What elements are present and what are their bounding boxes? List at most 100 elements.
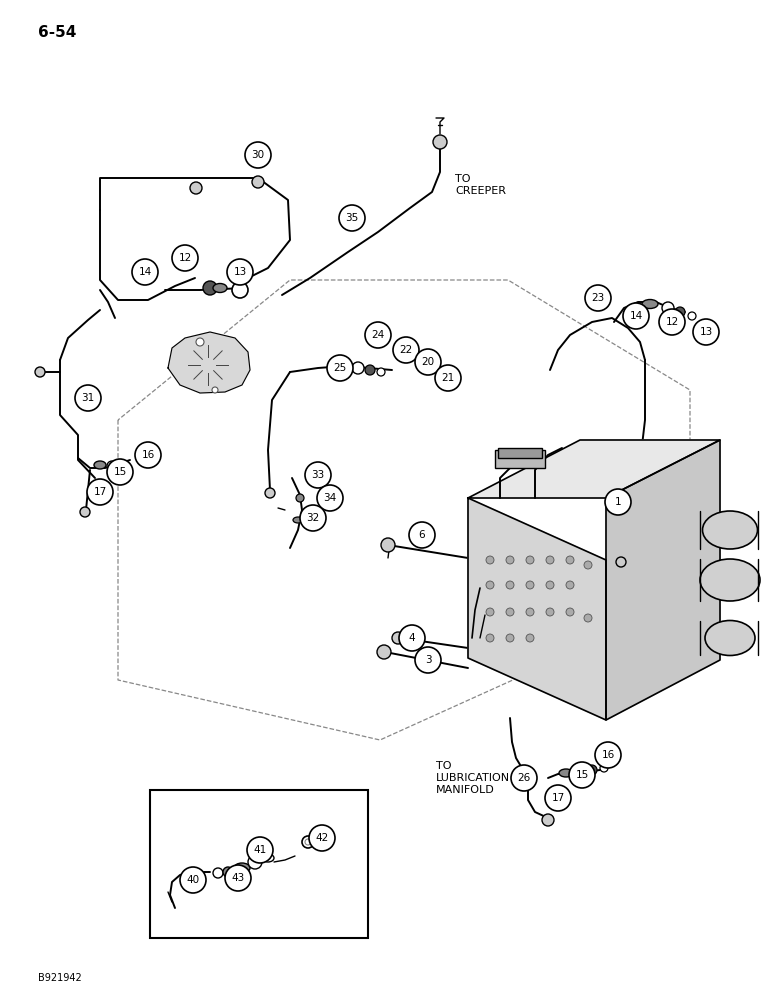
Ellipse shape bbox=[213, 284, 227, 292]
Circle shape bbox=[132, 259, 158, 285]
Text: 40: 40 bbox=[186, 875, 200, 885]
Ellipse shape bbox=[559, 769, 573, 777]
Circle shape bbox=[433, 135, 447, 149]
Circle shape bbox=[381, 538, 395, 552]
Circle shape bbox=[506, 581, 514, 589]
Circle shape bbox=[80, 507, 90, 517]
Text: TO
LUBRICATION
MANIFOLD: TO LUBRICATION MANIFOLD bbox=[436, 761, 510, 795]
Circle shape bbox=[190, 182, 202, 194]
Circle shape bbox=[616, 557, 626, 567]
Circle shape bbox=[352, 362, 364, 374]
Circle shape bbox=[296, 494, 304, 502]
Text: 26: 26 bbox=[517, 773, 530, 783]
Circle shape bbox=[196, 338, 204, 346]
Text: 15: 15 bbox=[113, 467, 127, 477]
Text: 31: 31 bbox=[81, 393, 95, 403]
Text: 16: 16 bbox=[141, 450, 154, 460]
Circle shape bbox=[309, 825, 335, 851]
Circle shape bbox=[180, 867, 206, 893]
Text: 25: 25 bbox=[334, 363, 347, 373]
Circle shape bbox=[339, 205, 365, 231]
Text: 30: 30 bbox=[252, 150, 265, 160]
Circle shape bbox=[526, 608, 534, 616]
Circle shape bbox=[365, 365, 375, 375]
Circle shape bbox=[305, 839, 311, 845]
Circle shape bbox=[409, 522, 435, 548]
Circle shape bbox=[245, 142, 271, 168]
Circle shape bbox=[212, 387, 218, 393]
Circle shape bbox=[675, 307, 685, 317]
Text: 20: 20 bbox=[422, 357, 435, 367]
Ellipse shape bbox=[703, 511, 757, 549]
Circle shape bbox=[542, 814, 554, 826]
Circle shape bbox=[566, 608, 574, 616]
Text: 33: 33 bbox=[311, 470, 324, 480]
Text: 21: 21 bbox=[442, 373, 455, 383]
Circle shape bbox=[135, 442, 161, 468]
Circle shape bbox=[435, 365, 461, 391]
Circle shape bbox=[232, 282, 248, 298]
Circle shape bbox=[569, 762, 595, 788]
Circle shape bbox=[107, 461, 117, 471]
Circle shape bbox=[415, 647, 441, 673]
Text: 15: 15 bbox=[575, 770, 588, 780]
Circle shape bbox=[566, 581, 574, 589]
Circle shape bbox=[213, 868, 223, 878]
Text: 3: 3 bbox=[425, 655, 432, 665]
Circle shape bbox=[172, 245, 198, 271]
Circle shape bbox=[526, 581, 534, 589]
Text: 6: 6 bbox=[418, 530, 425, 540]
Circle shape bbox=[252, 176, 264, 188]
Circle shape bbox=[203, 281, 217, 295]
Ellipse shape bbox=[338, 363, 352, 371]
Text: 14: 14 bbox=[629, 311, 642, 321]
Circle shape bbox=[546, 556, 554, 564]
Circle shape bbox=[688, 312, 696, 320]
Bar bbox=[495, 450, 545, 468]
Circle shape bbox=[585, 285, 611, 311]
Text: 41: 41 bbox=[253, 845, 266, 855]
Polygon shape bbox=[606, 440, 720, 720]
Text: 12: 12 bbox=[178, 253, 191, 263]
Text: 12: 12 bbox=[665, 317, 679, 327]
Circle shape bbox=[506, 634, 514, 642]
Circle shape bbox=[35, 367, 45, 377]
Ellipse shape bbox=[642, 300, 658, 308]
Text: B921942: B921942 bbox=[38, 973, 82, 983]
Circle shape bbox=[393, 337, 419, 363]
Text: 1: 1 bbox=[615, 497, 621, 507]
Circle shape bbox=[392, 632, 404, 644]
Circle shape bbox=[623, 303, 649, 329]
Circle shape bbox=[584, 614, 592, 622]
Circle shape bbox=[365, 322, 391, 348]
Text: 13: 13 bbox=[699, 327, 713, 337]
Text: 43: 43 bbox=[232, 873, 245, 883]
Circle shape bbox=[305, 462, 331, 488]
Circle shape bbox=[693, 319, 719, 345]
Circle shape bbox=[546, 608, 554, 616]
Ellipse shape bbox=[234, 863, 250, 873]
Text: 13: 13 bbox=[233, 267, 246, 277]
Circle shape bbox=[227, 259, 253, 285]
Text: 4: 4 bbox=[408, 633, 415, 643]
Circle shape bbox=[506, 556, 514, 564]
Circle shape bbox=[118, 460, 126, 468]
Text: 24: 24 bbox=[371, 330, 384, 340]
Text: 17: 17 bbox=[93, 487, 107, 497]
Circle shape bbox=[506, 608, 514, 616]
Circle shape bbox=[486, 581, 494, 589]
Circle shape bbox=[546, 581, 554, 589]
Circle shape bbox=[75, 385, 101, 411]
Circle shape bbox=[223, 867, 233, 877]
Circle shape bbox=[247, 837, 273, 863]
Circle shape bbox=[248, 855, 262, 869]
Circle shape bbox=[486, 608, 494, 616]
Circle shape bbox=[526, 634, 534, 642]
Circle shape bbox=[545, 785, 571, 811]
Text: TO
CREEPER: TO CREEPER bbox=[455, 174, 506, 196]
Polygon shape bbox=[468, 498, 606, 720]
Circle shape bbox=[662, 302, 674, 314]
Circle shape bbox=[486, 634, 494, 642]
Ellipse shape bbox=[94, 461, 106, 469]
Ellipse shape bbox=[700, 559, 760, 601]
